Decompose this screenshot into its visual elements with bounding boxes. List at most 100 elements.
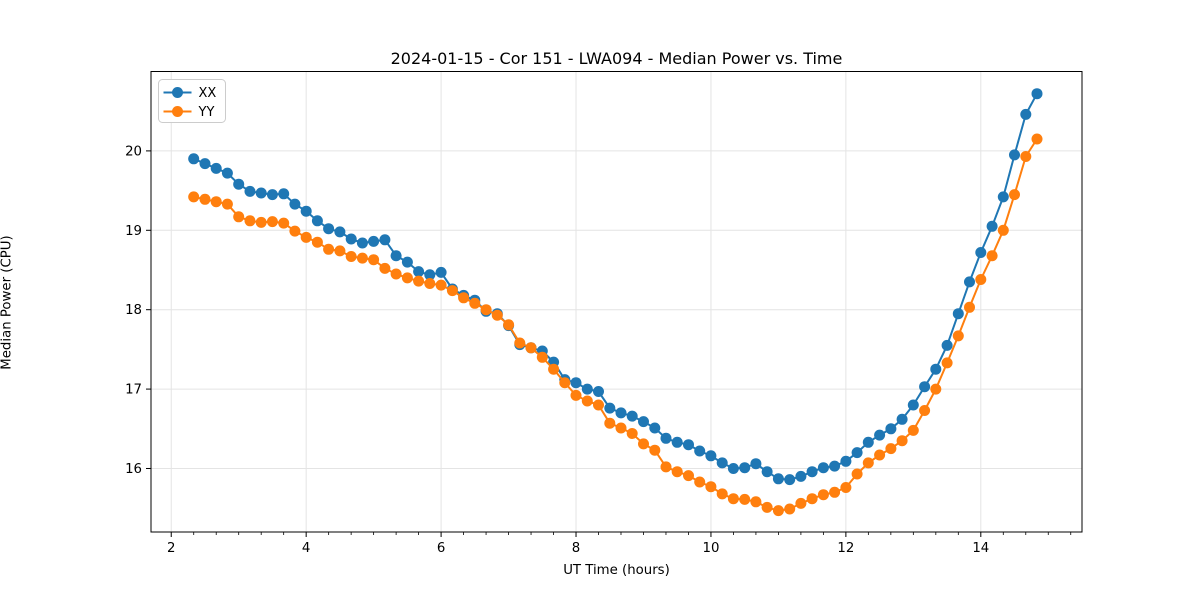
data-point-xx xyxy=(919,381,931,393)
y-axis-label: Median Power (CPU) xyxy=(0,235,15,370)
data-point-xx xyxy=(323,223,335,235)
data-point-yy xyxy=(1020,151,1032,162)
data-point-yy xyxy=(210,196,222,208)
data-point-xx xyxy=(345,233,357,245)
data-point-xx xyxy=(255,187,267,199)
data-point-yy xyxy=(761,501,773,513)
data-point-yy xyxy=(593,399,604,411)
data-point-yy xyxy=(705,481,717,493)
y-tick-label: 16 xyxy=(125,462,142,477)
data-point-xx xyxy=(795,470,807,482)
data-point-xx xyxy=(840,455,852,467)
x-axis-label: UT Time (hours) xyxy=(563,563,670,578)
data-point-xx xyxy=(851,447,863,459)
data-point-xx xyxy=(772,473,784,485)
data-point-xx xyxy=(626,410,638,422)
data-point-yy xyxy=(401,272,413,284)
data-point-yy xyxy=(514,337,526,349)
data-point-xx xyxy=(244,185,256,197)
data-point-xx xyxy=(862,436,874,448)
data-point-yy xyxy=(952,330,964,342)
data-point-yy xyxy=(413,275,425,287)
x-tick-label: 8 xyxy=(572,541,580,556)
data-point-yy xyxy=(986,250,998,262)
data-point-yy xyxy=(1009,189,1020,201)
data-point-yy xyxy=(795,497,807,509)
data-point-yy xyxy=(390,268,402,280)
data-point-xx xyxy=(784,474,796,486)
data-point-xx xyxy=(210,162,222,174)
data-point-yy xyxy=(1031,133,1043,145)
data-point-yy xyxy=(469,297,481,309)
data-point-xx xyxy=(975,247,987,258)
data-point-yy xyxy=(446,285,458,297)
data-point-yy xyxy=(221,198,233,210)
data-point-yy xyxy=(233,211,245,223)
data-point-yy xyxy=(896,435,908,447)
data-point-yy xyxy=(694,476,706,488)
data-point-xx xyxy=(705,450,717,462)
data-point-yy xyxy=(323,243,335,255)
plot-spines xyxy=(150,71,1083,533)
data-point-yy xyxy=(671,466,683,478)
data-point-yy xyxy=(311,236,323,248)
data-point-yy xyxy=(266,216,278,228)
data-point-xx xyxy=(435,266,447,278)
data-point-yy xyxy=(727,493,739,505)
data-point-xx xyxy=(289,198,301,210)
data-point-yy xyxy=(874,449,886,461)
data-point-yy xyxy=(975,274,987,285)
data-point-xx xyxy=(221,167,233,179)
data-point-yy xyxy=(739,493,751,505)
data-point-xx xyxy=(683,439,694,451)
y-tick-label: 19 xyxy=(125,224,142,239)
data-point-yy xyxy=(964,301,975,313)
legend-sample-marker xyxy=(172,87,183,98)
data-point-xx xyxy=(694,445,706,457)
data-point-yy xyxy=(548,363,560,375)
data-point-yy xyxy=(379,262,391,274)
data-point-xx xyxy=(829,460,841,472)
data-point-xx xyxy=(964,276,975,288)
data-point-xx xyxy=(334,226,346,238)
data-point-xx xyxy=(885,423,897,435)
data-point-yy xyxy=(817,489,829,501)
data-point-yy xyxy=(255,216,267,228)
data-point-yy xyxy=(806,493,818,505)
x-tick-label: 12 xyxy=(837,541,854,556)
data-point-xx xyxy=(750,458,762,470)
data-point-yy xyxy=(559,377,571,389)
data-point-yy xyxy=(851,468,863,480)
data-point-yy xyxy=(829,486,841,498)
data-point-xx xyxy=(907,399,919,411)
legend-entry-label: YY xyxy=(198,105,215,120)
data-point-xx xyxy=(671,436,683,448)
data-point-yy xyxy=(772,505,784,517)
data-point-xx xyxy=(581,383,593,395)
data-point-xx xyxy=(311,215,323,227)
data-point-xx xyxy=(593,386,604,397)
data-point-yy xyxy=(862,457,874,469)
data-point-xx xyxy=(660,432,672,444)
data-point-yy xyxy=(289,225,301,237)
x-tick-label: 10 xyxy=(702,541,719,556)
legend-entry-label: XX xyxy=(199,86,217,101)
data-point-yy xyxy=(503,319,515,331)
data-point-yy xyxy=(907,424,919,436)
data-point-xx xyxy=(638,416,649,428)
data-point-xx xyxy=(356,237,368,249)
data-point-yy xyxy=(334,245,346,257)
series-line-xx xyxy=(193,93,1038,481)
data-point-xx xyxy=(727,463,739,474)
data-point-yy xyxy=(480,304,492,316)
data-point-xx xyxy=(368,235,380,247)
data-point-yy xyxy=(683,470,694,482)
data-point-yy xyxy=(649,444,661,456)
data-point-yy xyxy=(244,215,256,227)
data-point-xx xyxy=(1031,88,1043,100)
data-point-yy xyxy=(536,351,548,363)
data-point-xx xyxy=(390,250,402,262)
data-point-yy xyxy=(840,482,852,493)
